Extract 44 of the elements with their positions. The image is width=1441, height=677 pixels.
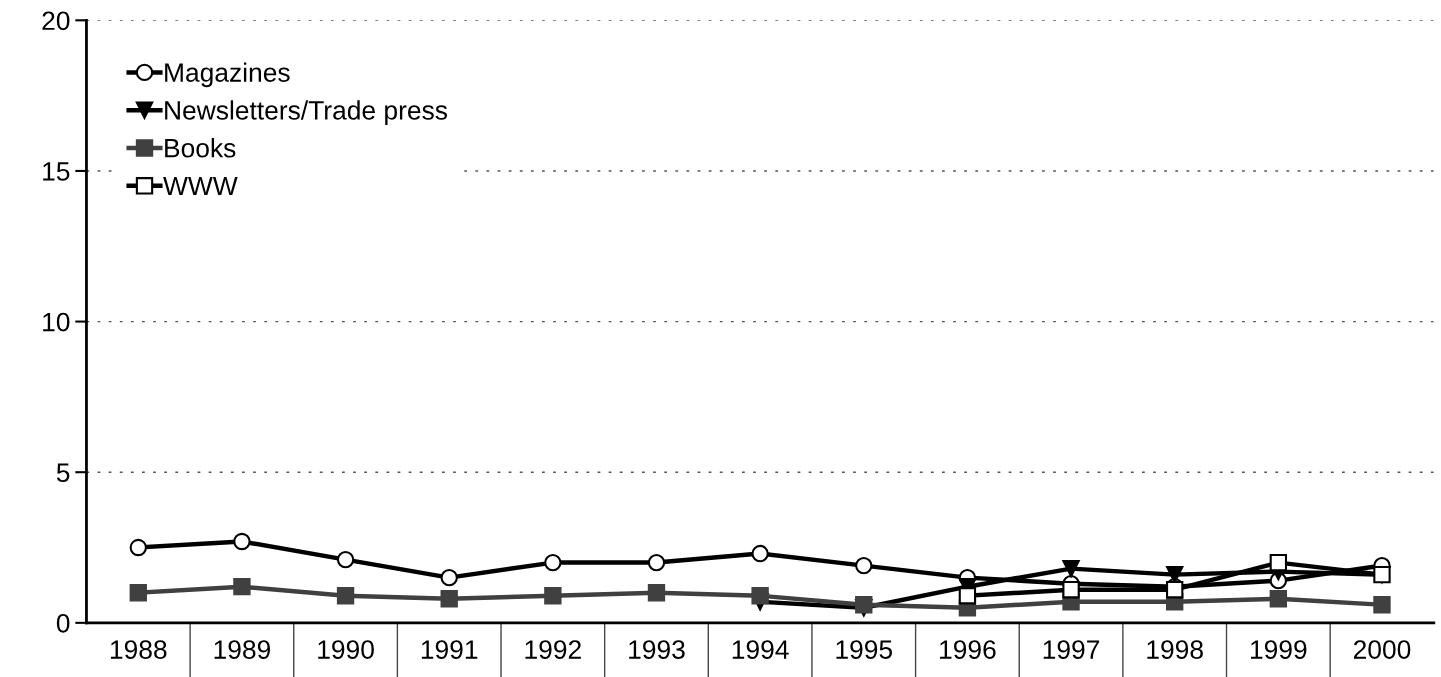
x-tick-label: 1997 xyxy=(1043,640,1100,659)
x-tick-label: 1996 xyxy=(940,640,996,659)
x-tick-label: 1998 xyxy=(1147,640,1203,659)
x-tick-label: 2000 xyxy=(1353,640,1411,659)
point xyxy=(129,584,147,602)
point xyxy=(440,590,458,608)
point xyxy=(751,544,769,563)
y-tick-label: 10 xyxy=(43,312,70,332)
point xyxy=(440,568,458,587)
x-tick-label: 1989 xyxy=(214,640,271,659)
point xyxy=(751,587,769,605)
point xyxy=(544,587,562,605)
point xyxy=(1062,559,1080,578)
x-tick-label: 1994 xyxy=(732,640,789,659)
point xyxy=(1373,596,1391,614)
legend-label: Magazines xyxy=(165,62,290,88)
point xyxy=(855,556,873,575)
point xyxy=(233,578,251,596)
point xyxy=(544,553,562,572)
point xyxy=(1269,553,1288,572)
y-tick-label: 5 xyxy=(56,463,70,483)
x-tick-label: 1992 xyxy=(525,640,581,659)
point xyxy=(129,538,147,557)
x-tick-label: 1993 xyxy=(629,640,685,659)
y-tick-label: 15 xyxy=(43,162,70,181)
x-tick-label: 1999 xyxy=(1251,640,1307,659)
point xyxy=(647,584,666,602)
point xyxy=(1062,581,1080,599)
legend-label: WWW xyxy=(163,176,238,196)
x-tick-label: 1991 xyxy=(421,640,478,659)
point xyxy=(1269,590,1288,608)
x-tick-label: 1988 xyxy=(110,640,167,659)
x-tick-label: 1995 xyxy=(836,640,893,659)
legend-label: Books xyxy=(165,138,236,158)
point xyxy=(233,532,251,551)
legend-label: Newsletters/Trade press xyxy=(165,100,448,125)
x-tick-label: 1990 xyxy=(318,640,374,659)
point xyxy=(336,587,355,605)
point xyxy=(647,553,666,572)
point xyxy=(336,550,355,569)
y-tick-label: 0 xyxy=(56,613,70,633)
point xyxy=(958,587,977,605)
point xyxy=(855,596,873,614)
y-tick-label: 20 xyxy=(42,11,70,31)
